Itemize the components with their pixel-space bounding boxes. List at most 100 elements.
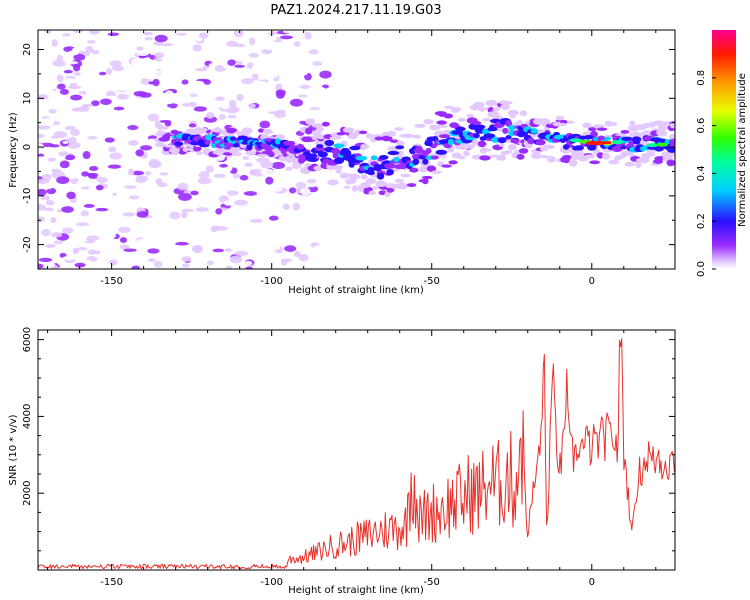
heatmap-cell [502,100,513,105]
heatmap-cell [118,226,131,233]
heatmap-cell [398,164,407,169]
heatmap-cell [169,34,180,40]
heatmap-cell [262,250,277,255]
heatmap-cell [228,99,237,108]
heatmap-cell [45,243,56,248]
heatmap-cell [276,109,286,114]
heatmap-cell [498,142,505,147]
heatmap-cell [38,178,50,185]
heatmap-cell [86,40,96,44]
snr-xlabel: Height of straight line (km) [288,585,424,596]
heatmap-cell [351,185,359,192]
heatmap-cell [504,120,513,127]
spectrogram-y-ticks: -20 -10 0 10 20 [22,43,675,270]
heatmap-cell [562,144,570,150]
heatmap-cell [657,125,668,131]
heatmap-cell [190,190,199,196]
heatmap-cell [265,176,274,185]
heatmap-cell [54,46,66,51]
heatmap-cell [301,136,313,143]
heatmap-cell [123,248,137,252]
heatmap-cell [195,207,209,212]
heatmap-cell [177,182,189,191]
heatmap-cell [85,62,94,67]
heatmap-cell [291,236,302,244]
heatmap-cell [142,32,154,36]
spectrogram-x-tick-label: 0 [589,276,595,287]
snr-y-tick-label: 6000 [22,327,33,352]
heatmap-cell [275,89,286,96]
heatmap-cell [253,80,267,86]
heatmap-cell [45,262,56,267]
heatmap-cell [89,106,101,115]
heatmap-cell [547,156,556,163]
heatmap-cell [261,48,273,55]
heatmap-cell [211,225,222,230]
heatmap-cell [59,160,70,169]
heatmap-cell [83,195,92,199]
heatmap-cell [268,215,279,221]
colorbar-tick-label: 0.0 [696,261,707,277]
heatmap-cell [91,100,100,107]
heatmap-cell [478,106,486,112]
heatmap-cell [169,69,182,75]
heatmap-cell [471,140,478,145]
heatmap-cell [344,178,357,185]
heatmap-cell [229,255,243,264]
heatmap-cell [86,235,99,241]
heatmap-cell [368,190,377,196]
heatmap-cell [156,126,169,130]
heatmap-cell [302,151,311,157]
heatmap-cell [669,152,675,157]
spectrogram-heatmap [38,30,675,269]
heatmap-cell [286,140,296,146]
heatmap-cell [257,153,268,158]
heatmap-cell [332,152,339,159]
heatmap-cell [319,70,332,79]
heatmap-cell [159,223,168,231]
heatmap-cell [479,155,491,161]
heatmap-cell [182,162,196,166]
heatmap-cell [233,30,244,38]
heatmap-cell [284,245,297,252]
heatmap-cell [71,172,80,177]
heatmap-cell [646,143,659,148]
heatmap-cell [220,92,231,97]
heatmap-cell [372,185,380,190]
heatmap-cell [620,145,627,150]
heatmap-cell [343,185,351,189]
heatmap-cell [592,124,605,129]
heatmap-cell [642,122,651,129]
heatmap-cell [309,107,321,111]
heatmap-cell [137,228,149,236]
heatmap-cell [136,238,147,247]
heatmap-cell [502,127,509,134]
heatmap-cell [105,90,117,98]
heatmap-cell [221,105,230,110]
heatmap-cell [159,202,172,210]
heatmap-cell [48,109,57,114]
heatmap-cell [244,162,253,168]
heatmap-cell [412,158,420,166]
heatmap-cell [82,151,91,160]
heatmap-cell [181,256,192,262]
heatmap-cell [62,227,74,234]
colorbar-tick-label: 0.4 [696,165,707,181]
heatmap-cell [154,34,168,43]
heatmap-cell [38,125,51,130]
heatmap-cell [109,206,120,214]
heatmap-cell [249,169,257,176]
heatmap-cell [108,146,117,153]
heatmap-cell [88,30,101,35]
heatmap-cell [118,37,128,45]
heatmap-cell [450,107,460,113]
heatmap-cell [119,129,128,138]
heatmap-cell [505,135,512,140]
heatmap-cell [121,102,128,107]
heatmap-cell [164,163,172,168]
heatmap-cell [234,199,248,206]
heatmap-cell [304,32,312,40]
heatmap-cell [537,138,544,144]
heatmap-cell [241,127,253,135]
